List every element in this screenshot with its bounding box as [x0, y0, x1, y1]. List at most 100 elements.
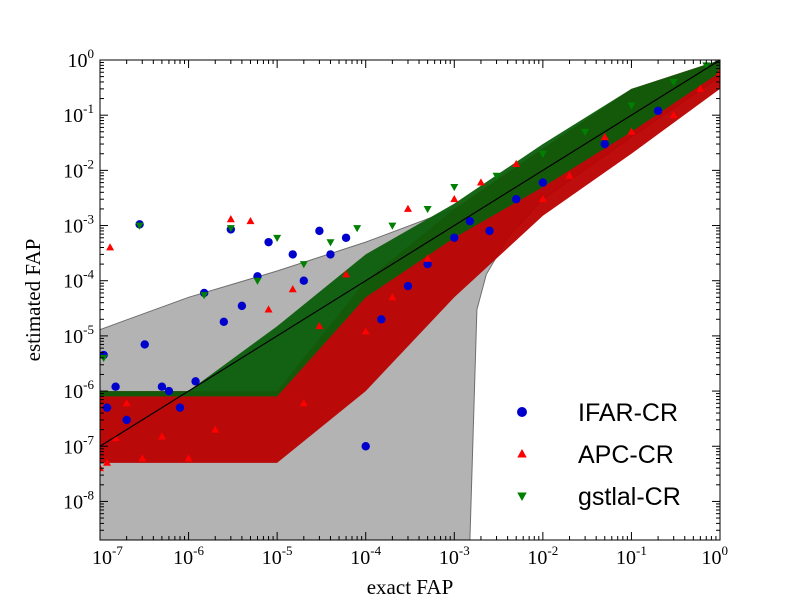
data-point: [600, 132, 609, 141]
data-point: [264, 305, 273, 313]
y-tick-label: 10-2: [63, 156, 94, 182]
data-point: [511, 195, 521, 204]
data-point: [226, 225, 235, 233]
data-point: [140, 340, 149, 349]
data-point: [184, 454, 193, 462]
data-point: [476, 178, 485, 186]
data-point: [450, 195, 459, 203]
legend-label-ifar-cr: IFAR-CR: [578, 399, 678, 427]
data-point: [288, 285, 297, 293]
data-point: [669, 110, 678, 119]
data-point: [299, 261, 308, 269]
data-point: [627, 127, 636, 135]
series-gstlal-cr: [100, 62, 711, 363]
legend-label-gstlal-cr: gstlal-CR: [578, 483, 681, 511]
data-point: [157, 432, 166, 440]
legend: IFAR-CR APC-CR gstlal-CR: [517, 399, 681, 511]
axis-ticks: 10-7 10-6 10-5 10-4 10-3 10-2 10-1 100 10-8 10-7 1…: [63, 46, 728, 569]
data-point: [326, 250, 335, 259]
data-point: [246, 216, 255, 225]
y-tick-label: 10-8: [63, 487, 94, 513]
y-tick-label: 10-4: [63, 267, 94, 293]
data-point: [226, 215, 235, 223]
data-point: [200, 292, 209, 300]
data-point: [450, 184, 459, 192]
data-point: [696, 84, 705, 92]
data-point: [299, 276, 309, 285]
plot-frame: [99, 59, 721, 541]
diagonal-reference-line: [100, 60, 720, 447]
data-point: [565, 171, 574, 179]
data-point: [361, 442, 370, 451]
data-point: [538, 195, 547, 203]
x-tick-label: 10-7: [92, 543, 123, 569]
data-point: [273, 234, 282, 242]
y-tick-label: 10-3: [63, 212, 94, 238]
legend-marker-gstlal-cr: [517, 492, 527, 501]
data-point: [175, 403, 185, 412]
data-point: [492, 172, 501, 180]
legend-marker-ifar-cr: [517, 407, 527, 417]
data-point: [122, 399, 131, 407]
data-point: [100, 464, 104, 472]
data-point: [485, 226, 494, 236]
data-point: [377, 315, 386, 324]
data-point: [403, 204, 412, 212]
data-point: [157, 382, 167, 391]
data-point: [164, 386, 174, 396]
x-tick-label: 10-1: [616, 543, 647, 569]
legend-label-apc-cr: APC-CR: [578, 441, 674, 469]
x-tick-label: 10-4: [350, 543, 381, 569]
data-point: [253, 277, 262, 285]
data-point: [450, 233, 459, 242]
band-gstlal-cr: [100, 60, 720, 397]
legend-marker-apc-cr: [517, 449, 527, 458]
y-tick-label: 100: [68, 46, 95, 72]
data-point: [299, 399, 308, 407]
data-point: [288, 250, 297, 259]
data-point: [423, 259, 432, 269]
data-point: [103, 458, 112, 466]
data-point: [423, 254, 432, 262]
data-point: [138, 454, 147, 462]
data-point: [627, 102, 636, 110]
data-point: [111, 382, 120, 391]
x-tick-label: 100: [702, 543, 729, 569]
data-point: [538, 178, 548, 187]
data-point: [581, 128, 590, 136]
data-point: [388, 293, 397, 301]
data-point: [353, 225, 362, 233]
x-tick-label: 10-6: [173, 543, 204, 569]
data-point: [342, 270, 351, 278]
data-point: [211, 425, 220, 433]
data-point: [111, 433, 120, 442]
data-point: [135, 222, 144, 230]
y-axis-label: estimated FAP: [21, 239, 45, 362]
data-point: [315, 321, 324, 330]
data-point: [361, 327, 370, 335]
data-point: [403, 281, 413, 291]
data-point: [326, 239, 335, 247]
data-point: [100, 354, 108, 363]
data-point: [106, 243, 115, 251]
x-tick-label: 10-5: [262, 543, 293, 569]
data-point: [237, 301, 247, 311]
data-point: [315, 226, 324, 236]
data-point: [102, 403, 112, 412]
plot-layer: [100, 60, 720, 540]
y-tick-label: 10-7: [63, 432, 94, 458]
data-point: [653, 106, 663, 116]
x-axis-label: exact FAP: [367, 575, 454, 599]
y-tick-label: 10-1: [63, 101, 94, 127]
x-tick-label: 10-2: [527, 543, 558, 569]
y-tick-label: 10-5: [63, 322, 94, 348]
data-point: [423, 205, 432, 214]
data-point: [341, 233, 351, 242]
data-point: [264, 237, 273, 247]
series-apc-cr: [100, 68, 720, 472]
data-point: [512, 159, 521, 168]
x-tick-label: 10-3: [439, 543, 470, 569]
data-point: [600, 139, 609, 149]
data-point: [122, 415, 131, 425]
